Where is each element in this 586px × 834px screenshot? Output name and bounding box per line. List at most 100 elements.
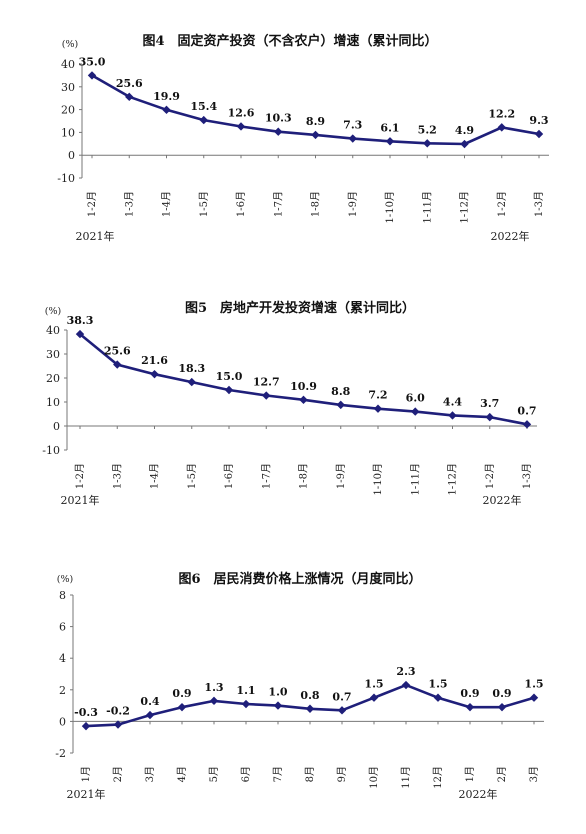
x-tick-label: 1-3月 xyxy=(123,191,135,217)
data-label: 12.7 xyxy=(253,376,280,389)
x-tick-label: 1-12月 xyxy=(459,191,471,223)
y-unit-label: (%) xyxy=(45,306,61,317)
data-label: 6.1 xyxy=(380,121,399,134)
x-tick-label: 1-2月 xyxy=(86,191,98,217)
data-point-marker xyxy=(299,395,308,405)
data-label: -0.2 xyxy=(106,705,130,718)
x-tick-label: 1-2月 xyxy=(496,191,508,217)
x-tick-label: 6月 xyxy=(240,766,252,782)
data-label: 19.9 xyxy=(153,90,180,103)
x-tick-label: 10月 xyxy=(368,766,380,789)
y-tick-label: -10 xyxy=(57,172,75,185)
data-point-marker xyxy=(274,127,283,136)
data-point-marker xyxy=(336,400,345,410)
data-point-marker xyxy=(460,139,469,149)
x-tick-label: 1-6月 xyxy=(223,463,235,489)
data-point-marker xyxy=(145,710,155,720)
y-tick-label: 10 xyxy=(46,396,60,409)
data-label: 8.9 xyxy=(306,115,325,128)
y-tick-label: 0 xyxy=(59,715,66,728)
x-tick-label: 1-2月 xyxy=(484,463,496,489)
data-point-marker xyxy=(448,411,457,420)
data-point-marker xyxy=(465,702,475,712)
y-unit-label: (%) xyxy=(57,574,73,585)
x-tick-label: 1-5月 xyxy=(186,463,198,489)
data-point-marker xyxy=(162,105,171,115)
x-tick-label: 1-7月 xyxy=(272,191,284,217)
y-tick-label: 30 xyxy=(46,348,60,361)
data-label: 15.0 xyxy=(216,370,243,383)
year-label: 2022年 xyxy=(491,229,530,243)
data-point-marker xyxy=(113,720,123,729)
data-point-marker xyxy=(81,721,91,731)
data-point-marker xyxy=(125,92,134,102)
data-label: 8.8 xyxy=(331,385,350,398)
x-tick-label: 1-3月 xyxy=(521,463,533,489)
data-label: 0.8 xyxy=(300,689,319,702)
data-label: 10.9 xyxy=(290,380,317,393)
data-point-marker xyxy=(373,404,383,413)
data-label: 1.3 xyxy=(204,681,223,694)
y-tick-label: 20 xyxy=(61,104,75,117)
data-point-marker xyxy=(534,129,544,139)
data-label: 12.2 xyxy=(488,107,515,120)
y-tick-label: -2 xyxy=(55,747,66,760)
x-tick-label: 3月 xyxy=(528,766,540,782)
data-point-marker xyxy=(187,377,196,387)
y-tick-label: 40 xyxy=(61,58,75,71)
data-label: 0.4 xyxy=(140,695,159,708)
data-label: 0.7 xyxy=(332,690,351,703)
year-label: 2021年 xyxy=(61,493,100,507)
data-point-marker xyxy=(433,693,443,702)
y-tick-label: 40 xyxy=(46,324,60,337)
y-tick-label: 2 xyxy=(59,684,66,697)
data-point-marker xyxy=(199,115,208,125)
data-point-marker xyxy=(348,134,357,143)
data-label: 0.7 xyxy=(517,404,536,417)
data-point-marker xyxy=(262,391,271,400)
x-tick-label: 1-4月 xyxy=(149,463,161,489)
data-label: 21.6 xyxy=(141,354,168,367)
y-tick-label: 8 xyxy=(59,589,66,602)
data-point-marker xyxy=(411,407,420,416)
data-label: 4.9 xyxy=(455,124,474,137)
x-tick-label: 8月 xyxy=(304,766,316,782)
x-tick-label: 4月 xyxy=(176,766,188,782)
x-tick-label: 12月 xyxy=(432,766,444,789)
data-label: 1.1 xyxy=(236,684,255,697)
x-tick-label: 1-8月 xyxy=(298,463,310,489)
x-tick-label: 5月 xyxy=(208,766,220,782)
x-tick-label: 1月 xyxy=(464,766,476,782)
chart-title: 图5 房地产开发投资增速（累计同比） xyxy=(185,300,415,316)
y-unit-label: (%) xyxy=(62,39,78,50)
data-point-marker xyxy=(522,420,532,429)
data-label: 0.9 xyxy=(492,687,511,700)
x-tick-label: 2月 xyxy=(496,766,508,782)
x-tick-label: 1-7月 xyxy=(260,463,272,489)
data-label: 38.3 xyxy=(67,314,94,327)
year-label: 2022年 xyxy=(459,787,498,801)
data-point-marker xyxy=(369,693,379,702)
x-tick-label: 2月 xyxy=(112,766,124,782)
data-point-marker xyxy=(337,706,347,715)
data-label: 7.3 xyxy=(343,119,362,132)
y-tick-label: 20 xyxy=(46,372,60,385)
y-tick-label: 30 xyxy=(61,81,75,94)
x-tick-label: 1-10月 xyxy=(384,191,396,223)
data-point-marker xyxy=(75,329,85,339)
y-tick-label: 10 xyxy=(61,126,75,139)
x-tick-label: 3月 xyxy=(144,766,156,782)
x-tick-label: 1-11月 xyxy=(421,191,433,223)
data-label: 1.0 xyxy=(268,686,287,699)
data-label: 1.5 xyxy=(524,678,543,691)
data-label: 6.0 xyxy=(406,392,425,405)
data-point-marker xyxy=(209,696,219,706)
data-point-marker xyxy=(87,71,97,80)
data-label: 4.4 xyxy=(443,395,462,408)
x-tick-label: 7月 xyxy=(272,766,284,782)
x-tick-label: 11月 xyxy=(400,766,412,789)
data-point-marker xyxy=(224,385,234,395)
x-tick-label: 1-9月 xyxy=(335,463,347,489)
data-point-marker xyxy=(236,122,246,131)
